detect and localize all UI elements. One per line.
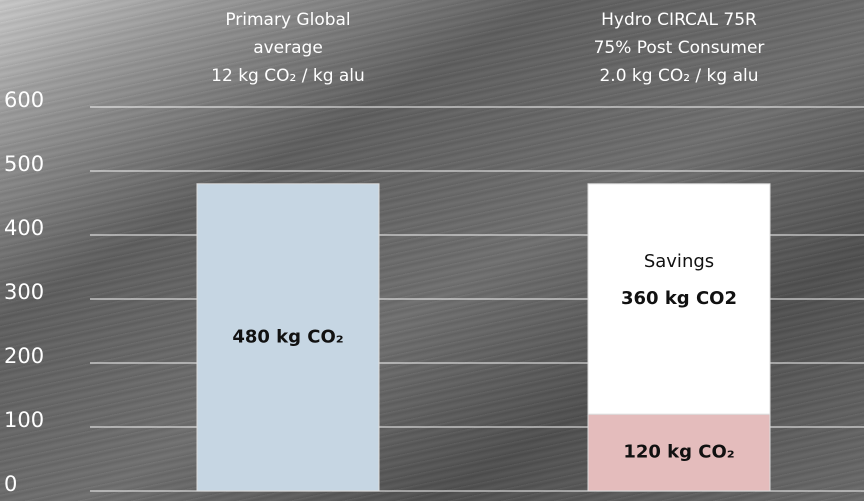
category-label: Hydro CIRCAL 75R (601, 10, 757, 30)
y-tick-label: 200 (4, 344, 44, 368)
y-tick-label: 500 (4, 152, 44, 176)
data-label: 480 kg CO₂ (232, 326, 343, 347)
data-label: 360 kg CO2 (621, 288, 737, 309)
data-label: 120 kg CO₂ (623, 442, 734, 463)
category-label: 75% Post Consumer (594, 38, 765, 58)
category-label: 12 kg CO₂ / kg alu (211, 66, 365, 86)
y-tick-label: 0 (4, 472, 17, 496)
y-tick-label: 600 (4, 88, 44, 112)
category-label: 2.0 kg CO₂ / kg alu (599, 66, 758, 86)
y-tick-label: 300 (4, 280, 44, 304)
category-label: average (253, 38, 323, 58)
y-tick-label: 100 (4, 408, 44, 432)
category-label: Primary Global (225, 10, 350, 30)
page: 0 100 200 300 400 500 600 Primary Global average… (0, 0, 864, 501)
y-tick-label: 400 (4, 216, 44, 240)
chart: 0 100 200 300 400 500 600 Primary Global average… (0, 0, 864, 501)
segment-name: Savings (644, 251, 714, 272)
